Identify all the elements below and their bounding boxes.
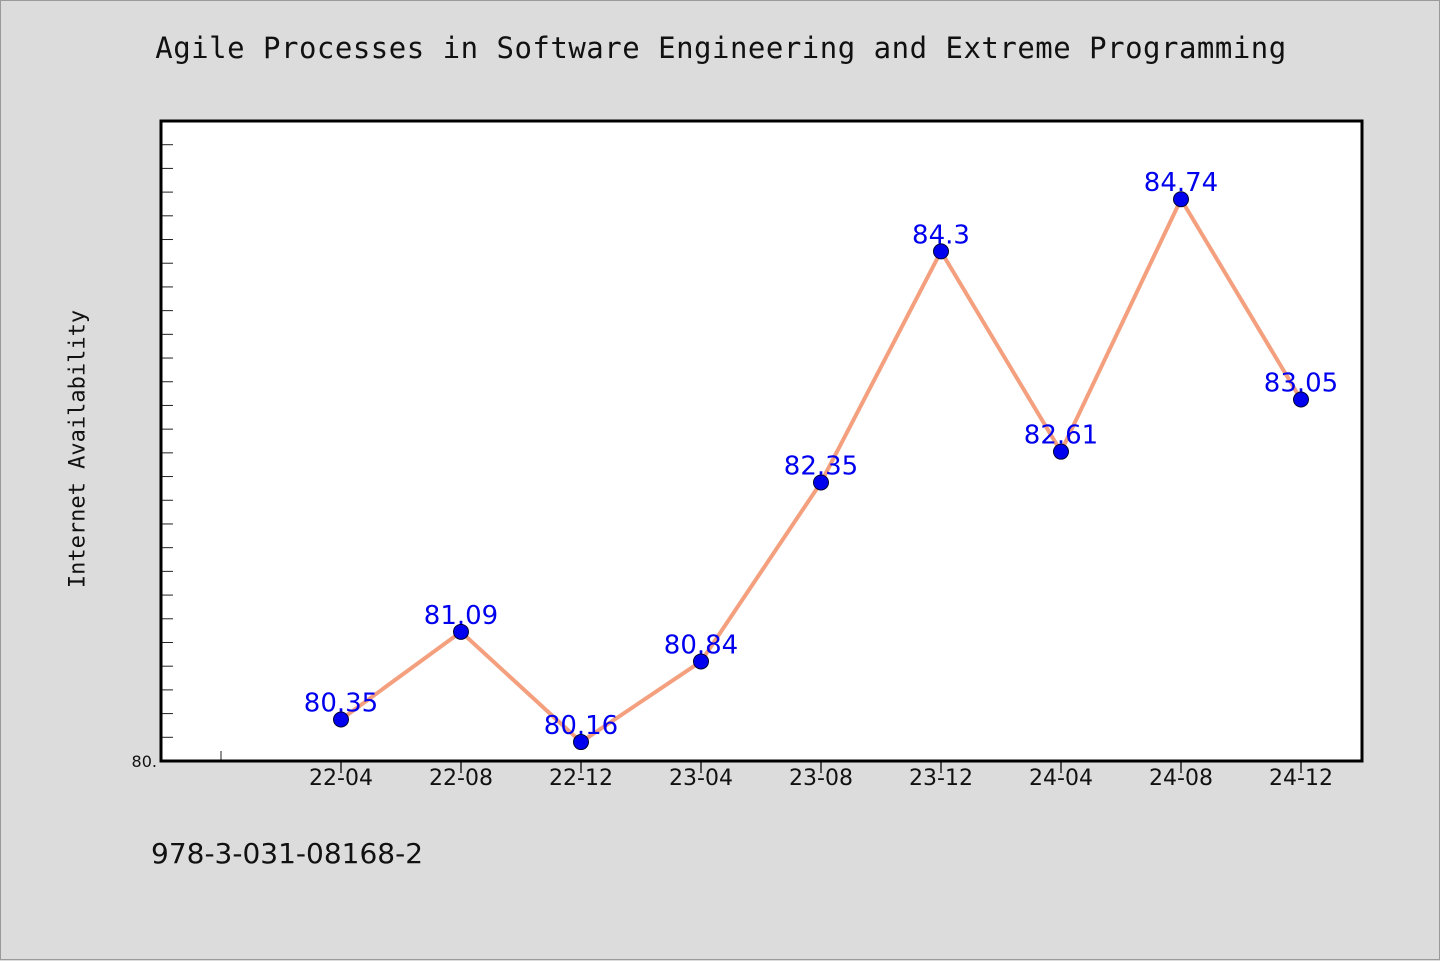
data-label: 83.05 [1264,369,1338,399]
x-tick-label: 24-12 [1269,766,1333,791]
plot-frame [159,119,1364,763]
data-label: 84.74 [1144,168,1218,198]
x-tick-label: 22-08 [429,766,493,791]
data-point [573,734,589,751]
data-label: 82.61 [1024,421,1098,451]
x-tick-label: 23-08 [789,766,853,791]
data-label: 82.35 [784,451,858,481]
data-point [933,243,949,260]
chart-title: Agile Processes in Software Engineering … [155,31,1287,65]
data-label: 80.35 [304,689,378,719]
data-point [1293,391,1309,408]
y-tick-label: 80. [132,752,157,771]
data-label: 80.84 [664,630,738,660]
data-point [1173,191,1189,208]
data-point [333,711,349,728]
x-tick-label: 22-04 [309,766,373,791]
data-point [693,653,709,670]
data-point [813,474,829,491]
x-tick-label: 22-12 [549,766,613,791]
data-point [1053,443,1069,460]
data-label: 84.3 [912,220,970,250]
data-label: 80.16 [544,711,618,741]
data-point [453,623,469,640]
x-tick-label: 24-04 [1029,766,1093,791]
x-tick-label: 23-12 [909,766,973,791]
x-tick-label: 23-04 [669,766,733,791]
plot-area [161,121,1362,761]
data-label: 81.09 [424,601,498,631]
isbn-footer: 978-3-031-08168-2 [151,837,424,870]
x-tick-label: 24-08 [1149,766,1213,791]
